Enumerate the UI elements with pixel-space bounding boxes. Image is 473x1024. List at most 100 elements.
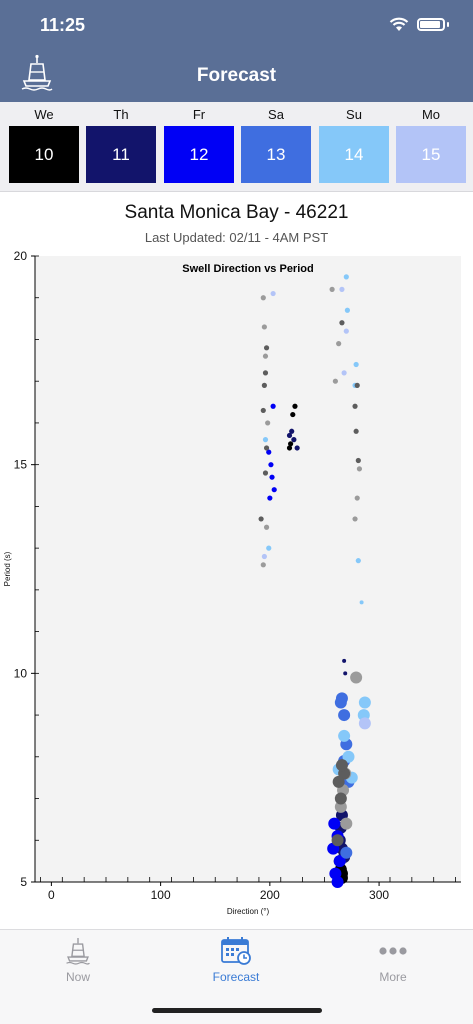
data-point	[260, 407, 266, 414]
day-sa[interactable]: Sa 13	[241, 102, 311, 183]
data-point	[335, 759, 348, 772]
day-th[interactable]: Th 11	[86, 102, 156, 183]
data-point	[334, 696, 347, 709]
battery-icon	[417, 18, 445, 31]
data-point	[336, 341, 342, 347]
data-point	[354, 495, 360, 501]
data-point	[359, 600, 364, 605]
data-point	[358, 717, 371, 730]
data-point	[339, 320, 345, 326]
data-point	[263, 524, 270, 530]
data-point	[333, 855, 346, 868]
data-point	[355, 457, 361, 464]
day-selector: We 10 Th 11 Fr 12 Sa 13 Su 14 Mo 15	[0, 102, 473, 192]
data-point	[343, 671, 348, 676]
swell-chart: 0 100 200 300 5 10 15 20 Swell Direction vs Peri…	[3, 249, 461, 916]
buoy-icon[interactable]	[20, 54, 54, 92]
data-point	[292, 403, 298, 409]
chart-title: Swell Direction vs Period	[182, 263, 313, 275]
y-tick-label: 20	[14, 249, 28, 263]
tab-label: More	[379, 970, 407, 984]
data-point	[332, 775, 345, 788]
data-point	[286, 445, 293, 451]
data-point	[355, 558, 361, 564]
day-label: We	[34, 107, 54, 122]
data-point	[331, 834, 344, 847]
x-axis-label: Direction (°)	[227, 907, 270, 916]
data-point	[329, 286, 335, 292]
station-name: Santa Monica Bay - 46221	[124, 202, 349, 223]
data-point	[342, 750, 355, 763]
data-point	[352, 403, 358, 409]
data-point	[270, 290, 276, 297]
data-point	[340, 817, 353, 830]
app-header: 11:25 Forecast	[0, 0, 473, 102]
wifi-icon	[389, 17, 409, 31]
data-point	[266, 545, 272, 551]
data-point	[289, 428, 295, 434]
data-point	[332, 378, 338, 384]
data-point	[344, 307, 350, 313]
buoy-icon	[66, 938, 90, 965]
day-label: Mo	[421, 107, 441, 122]
data-point	[269, 474, 275, 480]
data-point	[291, 437, 297, 443]
data-point	[338, 709, 351, 722]
y-tick-label: 15	[14, 458, 28, 472]
tab-forecast[interactable]: Forecast	[176, 936, 296, 984]
day-date-box[interactable]: 15	[396, 126, 466, 183]
data-point	[261, 553, 267, 560]
data-point	[331, 876, 344, 888]
home-indicator	[152, 1008, 322, 1013]
data-point	[262, 470, 269, 476]
tab-now[interactable]: Now	[18, 936, 138, 984]
data-point	[262, 353, 269, 359]
day-fr[interactable]: Fr 12	[164, 102, 234, 183]
y-tick-label: 5	[20, 875, 27, 889]
data-point	[261, 324, 267, 330]
data-point	[334, 800, 347, 813]
day-date-box[interactable]: 13	[241, 126, 311, 183]
x-tick-label: 200	[260, 888, 280, 902]
x-tick-label: 300	[369, 888, 389, 902]
data-point	[356, 466, 363, 472]
day-label: Fr	[192, 107, 206, 122]
y-axis-label: Period (s)	[3, 551, 12, 586]
data-point	[258, 516, 264, 522]
status-icons	[389, 17, 449, 32]
day-date-box[interactable]: 14	[319, 126, 389, 183]
data-point	[260, 295, 266, 301]
data-point	[267, 495, 273, 501]
day-date-box[interactable]: 10	[9, 126, 79, 183]
data-point	[354, 382, 360, 388]
data-point	[270, 403, 276, 409]
data-point	[358, 696, 371, 709]
day-date-box[interactable]: 11	[86, 126, 156, 183]
data-point	[286, 432, 293, 439]
data-point	[340, 846, 353, 859]
tab-more[interactable]: More	[333, 936, 453, 984]
data-point	[338, 729, 351, 742]
data-point	[271, 487, 277, 493]
data-point	[262, 437, 269, 443]
data-point	[290, 411, 296, 418]
data-point	[261, 382, 267, 388]
day-mo[interactable]: Mo 15	[396, 102, 466, 183]
data-point	[342, 658, 347, 663]
tab-label: Now	[65, 970, 90, 984]
x-tick-label: 0	[48, 888, 55, 902]
data-point	[334, 792, 347, 805]
data-point	[343, 274, 349, 280]
day-we[interactable]: We 10	[9, 102, 79, 183]
data-point	[339, 286, 345, 292]
data-point	[350, 671, 363, 684]
day-su[interactable]: Su 14	[319, 102, 389, 183]
day-date-box[interactable]: 12	[164, 126, 234, 183]
day-label: Th	[113, 107, 129, 122]
data-point	[352, 516, 358, 522]
data-point	[260, 562, 266, 568]
data-point	[266, 449, 272, 455]
plot-area	[35, 256, 461, 882]
day-label: Sa	[268, 107, 284, 122]
calendar-icon	[221, 937, 251, 965]
